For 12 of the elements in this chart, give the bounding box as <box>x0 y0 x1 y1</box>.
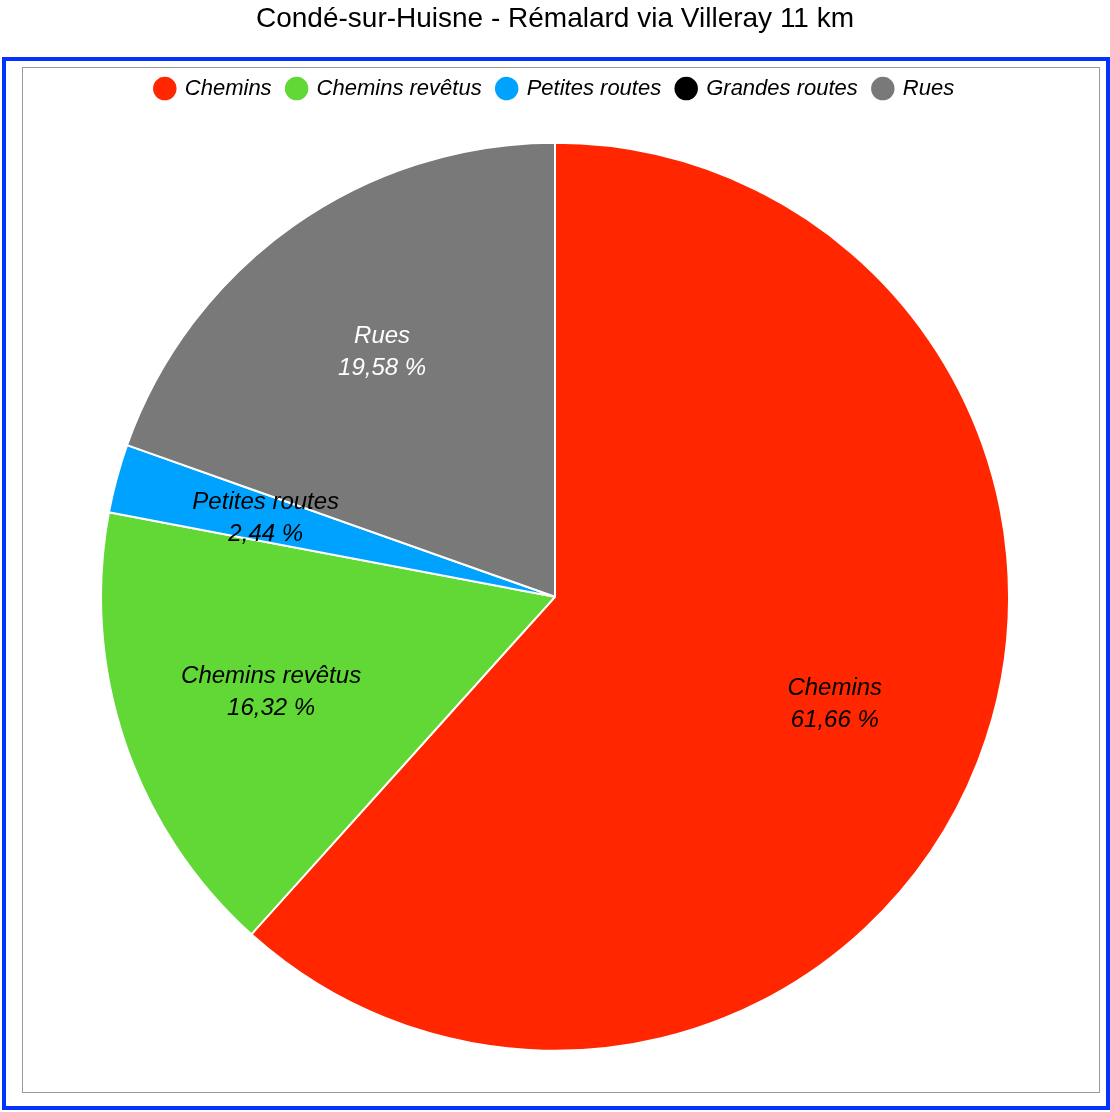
data-label: 16,32 % <box>227 693 316 721</box>
data-label: 61,66 % <box>790 704 879 732</box>
legend-label: Chemins revêtus <box>316 74 482 100</box>
slice-label: Chemins revêtus <box>181 661 362 689</box>
slice-label: Chemins <box>787 672 883 700</box>
chart-title: Condé-sur-Huisne - Rémalard via Villeray 11 km <box>255 1 855 33</box>
slice-label: Rues <box>354 320 411 348</box>
data-label: 19,58 % <box>338 352 427 380</box>
legend-label: Chemins <box>184 74 272 100</box>
legend-label: Rues <box>902 74 955 100</box>
legend-label: Grandes routes <box>706 74 858 100</box>
legend-label: Petites routes <box>526 74 662 100</box>
